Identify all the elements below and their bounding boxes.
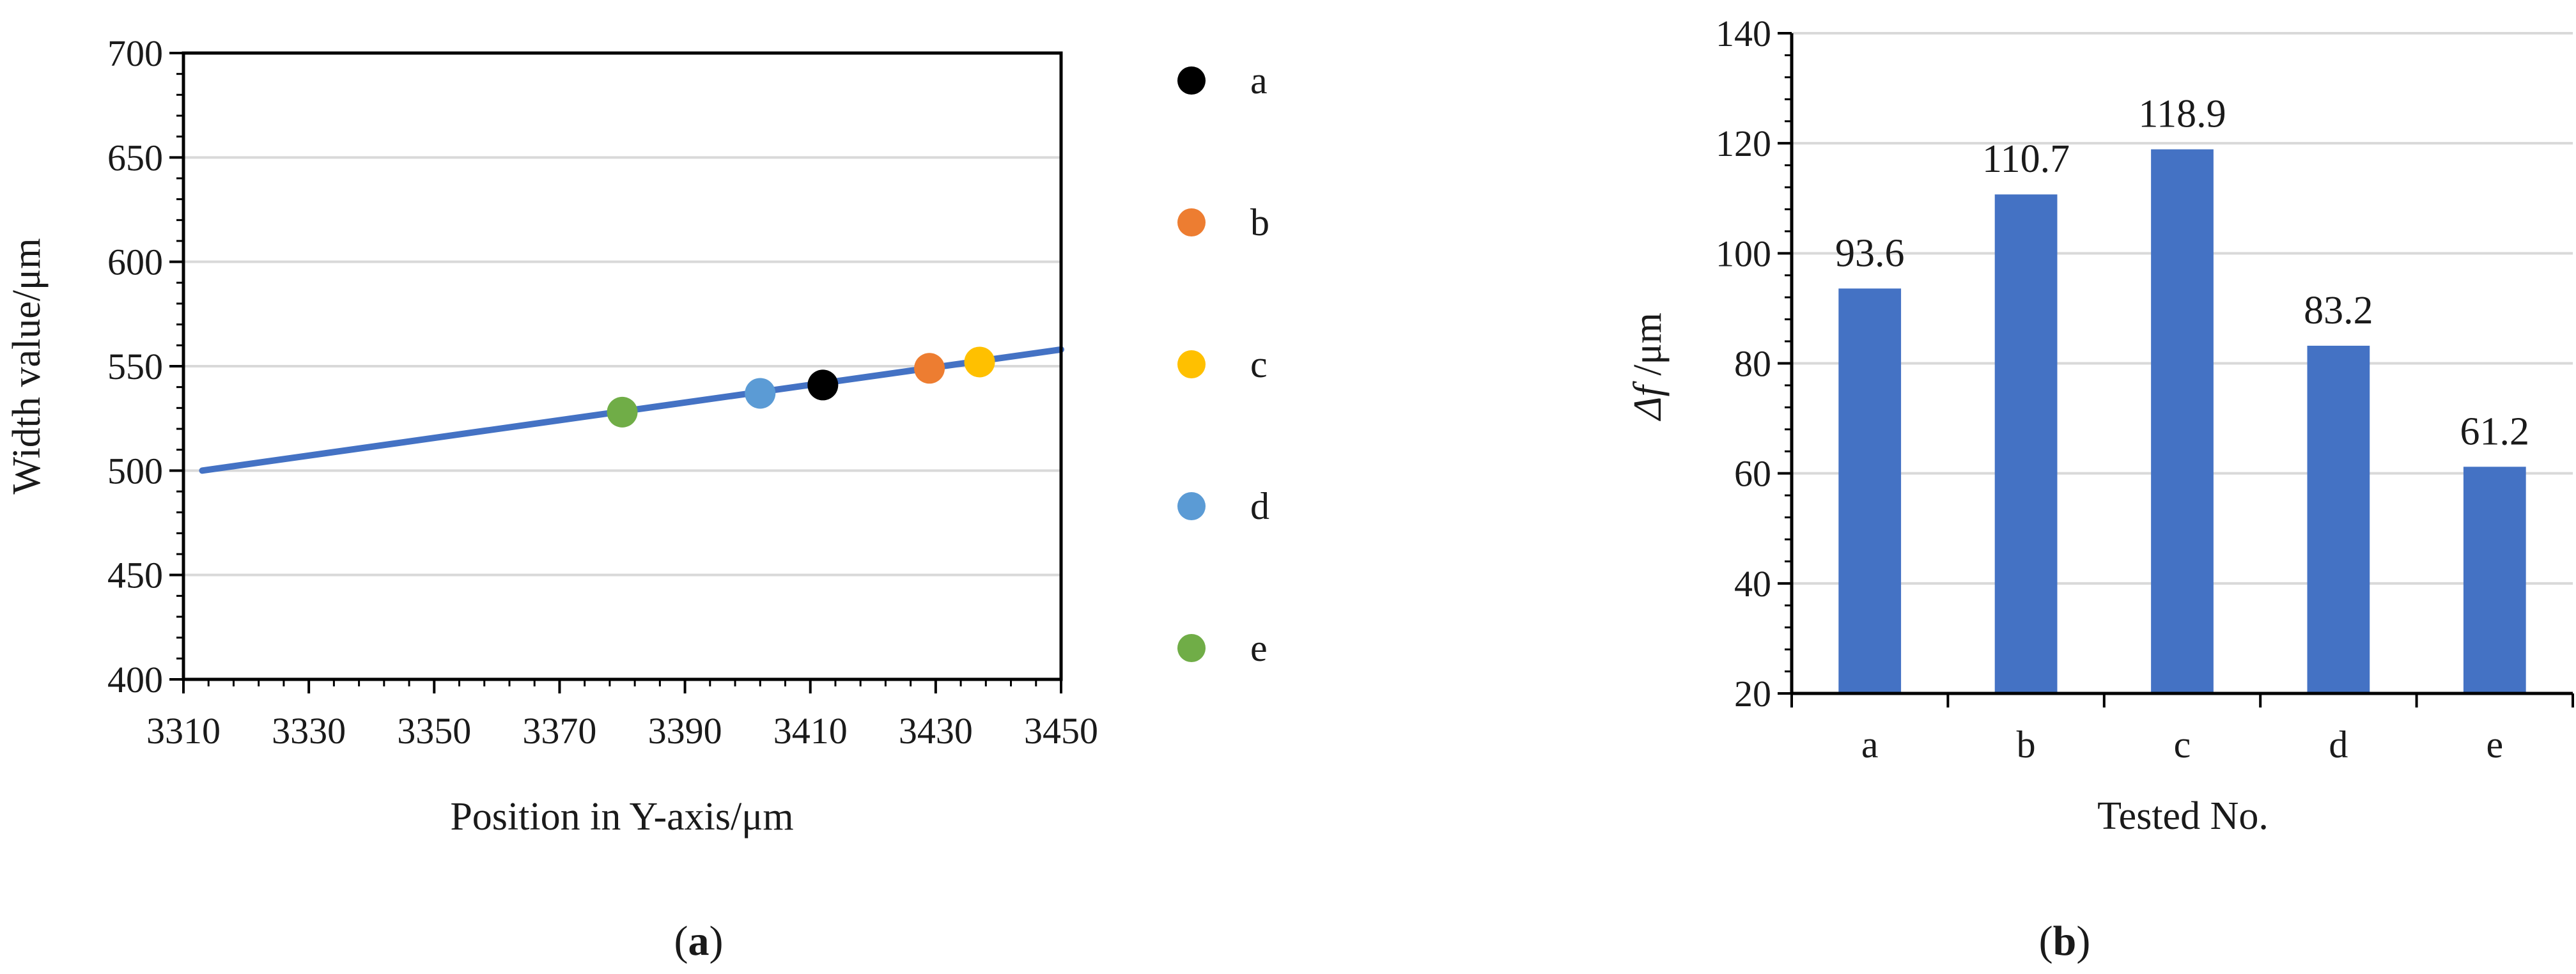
- x-ticks: a b c d e: [1790, 693, 2574, 766]
- caption-letter: b: [2053, 918, 2077, 964]
- legend-label: e: [1250, 627, 1268, 669]
- data-label: 93.6: [1835, 231, 1905, 275]
- y-tick-label: 650: [107, 137, 163, 178]
- panel-b-bar-chart: 93.6 110.7 118.9 83.2 61.2 20 40 60 80 100 120 140…: [1626, 13, 2574, 964]
- legend-label: d: [1250, 485, 1269, 527]
- legend: a b c d e: [1177, 59, 1269, 669]
- y-tick-label: 450: [107, 555, 163, 596]
- legend-marker-d: [1177, 492, 1206, 520]
- x-axis-label: Position in Y-axis/μm: [450, 795, 793, 839]
- legend-label: b: [1250, 201, 1269, 244]
- x-tick-label: 3410: [773, 710, 848, 752]
- legend-marker-b: [1177, 208, 1206, 236]
- x-tick-label: b: [2017, 723, 2036, 766]
- panel-caption-a: (a): [674, 918, 724, 964]
- x-tick-label: 3310: [146, 710, 221, 752]
- caption-open-paren: (: [2039, 918, 2053, 964]
- x-tick-label: 3370: [522, 710, 596, 752]
- x-tick-label: 3450: [1024, 710, 1098, 752]
- y-tick-label: 400: [107, 659, 163, 700]
- y-tick-label: 40: [1734, 563, 1771, 605]
- y-tick-label: 60: [1734, 453, 1771, 495]
- bar-c: [2151, 149, 2214, 693]
- data-point-e: [607, 396, 638, 428]
- x-tick-label: 3430: [899, 710, 973, 752]
- y-tick-label: 550: [107, 346, 163, 387]
- y-tick-label: 20: [1734, 673, 1771, 715]
- legend-marker-e: [1177, 634, 1206, 662]
- data-point-b: [914, 353, 945, 384]
- x-tick-label: e: [2486, 723, 2503, 766]
- caption-close-paren: ): [2076, 918, 2090, 964]
- y-ticks: 400 450 500 550 600 650 700: [107, 33, 183, 700]
- data-label: 83.2: [2304, 289, 2373, 332]
- bar-d: [2307, 345, 2370, 693]
- data-points: [607, 346, 995, 428]
- data-label: 110.7: [1982, 137, 2070, 181]
- y-tick-label: 600: [107, 242, 163, 283]
- caption-open-paren: (: [674, 918, 688, 964]
- y-tick-label: 100: [1716, 233, 1771, 274]
- x-tick-label: 3350: [397, 710, 471, 752]
- x-tick-label: 3330: [272, 710, 346, 752]
- data-label: 61.2: [2460, 410, 2530, 453]
- y-axis-unit: /μm: [1626, 313, 1670, 385]
- y-tick-label: 120: [1716, 123, 1771, 164]
- x-tick-label: a: [1861, 723, 1879, 766]
- data-point-d: [745, 378, 776, 409]
- caption-letter: a: [688, 918, 710, 964]
- legend-marker-a: [1177, 66, 1206, 95]
- y-ticks: 20 40 60 80 100 120 140: [1716, 13, 1792, 715]
- bar-e: [2463, 467, 2526, 693]
- y-tick-label: 500: [107, 450, 163, 491]
- data-labels: 93.6 110.7 118.9 83.2 61.2: [1835, 93, 2529, 454]
- x-ticks: 3310 3330 3350 3370 3390 3410 3430 3450: [146, 679, 1098, 752]
- data-label: 118.9: [2138, 93, 2226, 136]
- x-axis-label: Tested No.: [2097, 794, 2269, 838]
- x-tick-label: c: [2174, 723, 2191, 766]
- y-axis-label: Δf /μm: [1626, 313, 1670, 422]
- panel-a-scatter-chart: 3310 3330 3350 3370 3390 3410 3430 3450 400 450 5…: [5, 33, 1269, 964]
- data-point-a: [807, 369, 839, 401]
- y-tick-label: 700: [107, 33, 163, 74]
- bars: [1838, 149, 2526, 694]
- y-axis-symbol: Δf: [1626, 381, 1670, 422]
- panel-caption-b: (b): [2039, 918, 2091, 964]
- data-point-c: [964, 346, 995, 378]
- caption-close-paren: ): [710, 918, 724, 964]
- legend-label: c: [1250, 343, 1268, 385]
- legend-label: a: [1250, 59, 1268, 102]
- y-tick-label: 140: [1716, 13, 1771, 54]
- bar-b: [1994, 194, 2058, 694]
- legend-marker-c: [1177, 350, 1206, 378]
- y-axis-label: Width value/μm: [5, 238, 49, 495]
- y-tick-label: 80: [1734, 343, 1771, 385]
- x-tick-label: d: [2329, 723, 2348, 766]
- bar-a: [1838, 288, 1902, 694]
- x-tick-label: 3390: [648, 710, 722, 752]
